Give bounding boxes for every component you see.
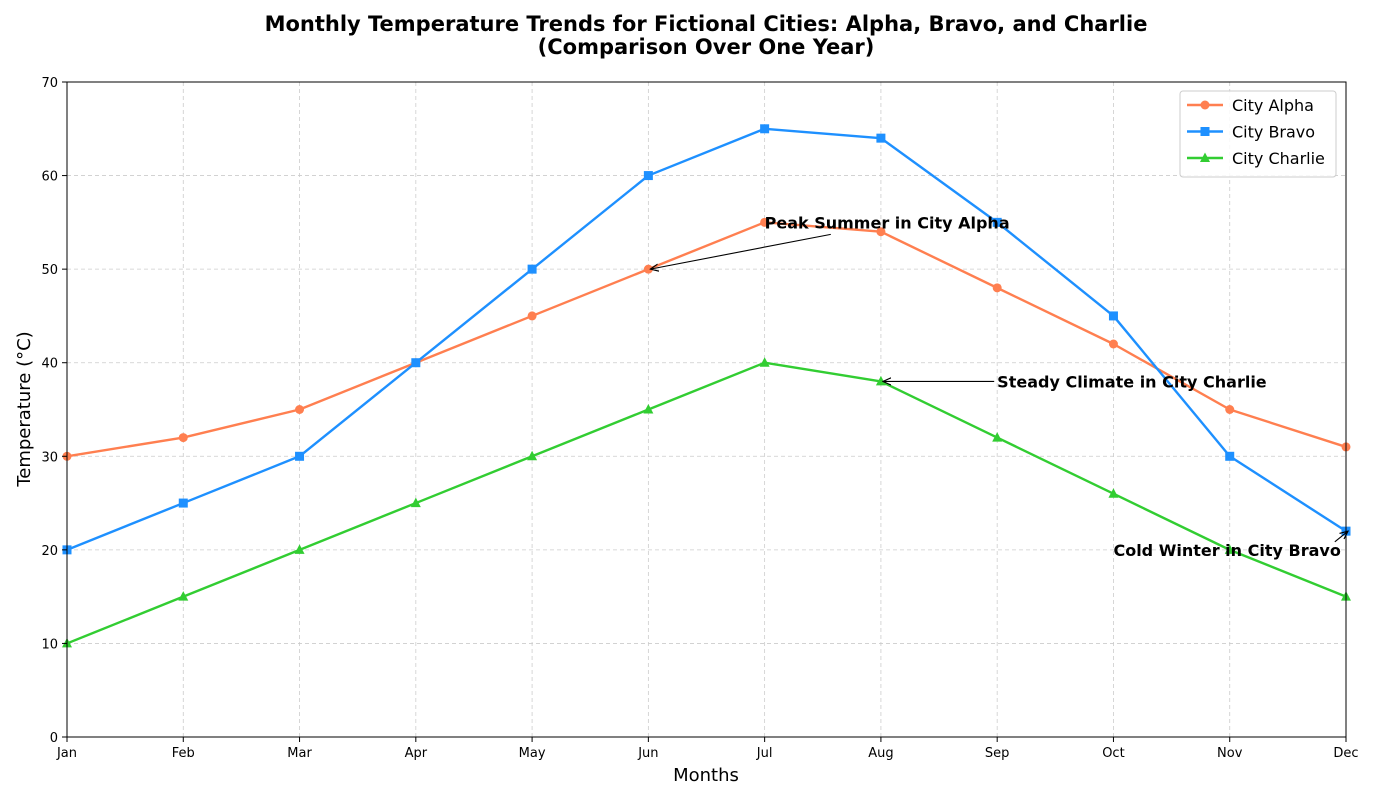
data-point-city-bravo [760,124,770,134]
x-tick-label: Mar [287,746,312,761]
data-point-city-alpha [876,227,886,237]
x-tick-label: May [519,746,546,761]
data-point-city-bravo [411,358,421,368]
data-point-city-bravo [178,498,188,508]
x-tick-label: Jun [637,746,658,761]
x-tick-label: Jul [756,746,773,761]
y-tick-label: 30 [41,450,58,465]
legend-item-city-bravo: City Bravo [1187,123,1315,142]
data-point-city-bravo [1225,451,1235,461]
annotation-text: Cold Winter in City Bravo [1113,541,1340,560]
data-point-city-alpha [527,311,537,321]
data-point-city-charlie [992,432,1003,442]
data-point-city-bravo [876,133,886,143]
legend-box [1179,90,1337,178]
x-tick-label: Jan [56,746,77,761]
series-city-bravo [62,124,1351,555]
series-city-alpha [62,217,1351,461]
legend-marker [1200,152,1210,162]
data-point-city-bravo [643,171,653,181]
y-tick-label: 60 [41,170,58,185]
series-line-city-bravo [66,127,1347,551]
data-point-city-charlie [1224,544,1235,554]
y-tick-label: 70 [41,76,58,91]
data-point-city-alpha [295,405,305,414]
data-point-city-bravo [527,264,537,274]
series-layer [62,124,1351,648]
data-point-city-alpha [1108,339,1118,349]
x-tick-label: Dec [1333,746,1358,761]
legend-label: City Bravo [1232,123,1315,142]
y-axis-label: Temperature (°C) [14,331,35,487]
axis-ticks: Jan Feb Mar Apr May Jun Jul Aug Sep Oct Nov Dec 0 10 2… [41,76,1358,761]
data-point-city-charlie [759,357,770,367]
x-tick-label: Nov [1217,746,1243,761]
annotation-arrow [650,233,831,269]
grid [66,81,1347,738]
data-point-city-charlie [527,450,538,461]
x-tick-label: Sep [985,746,1010,761]
legend-item-city-alpha: City Alpha [1187,96,1314,115]
y-tick-label: 20 [41,544,58,559]
data-point-city-bravo [295,451,305,461]
data-point-city-charlie [1108,488,1119,498]
annotation-text: Peak Summer in City Alpha [765,213,1010,232]
data-point-city-alpha [760,217,770,227]
annotation-text: Steady Climate in City Charlie [997,372,1267,391]
data-point-city-alpha [1225,405,1235,414]
data-point-city-alpha [992,283,1002,293]
legend-label: City Charlie [1232,149,1325,168]
series-city-charlie [62,357,1351,648]
series-line-city-alpha [66,221,1347,458]
x-tick-label: Aug [868,746,893,761]
chart-subtitle: (Comparison Over One Year) [538,35,875,59]
chart-title: Monthly Temperature Trends for Fictional… [265,12,1148,36]
legend-marker [1200,127,1210,136]
data-point-city-charlie [178,591,189,601]
data-point-city-alpha [178,433,188,443]
data-point-city-charlie [643,404,654,414]
y-tick-label: 40 [41,357,58,372]
y-tick-label: 10 [41,637,58,652]
legend: City Alpha City Bravo City Charlie [1179,90,1337,178]
x-tick-label: Feb [172,746,195,761]
legend-marker [1200,100,1210,110]
plot-frame [66,81,1347,738]
data-point-city-charlie [410,497,421,508]
data-point-city-charlie [294,544,305,554]
data-point-city-bravo [1108,311,1118,321]
x-axis-label: Months [673,765,739,786]
series-line-city-charlie [66,361,1347,645]
x-tick-label: Apr [405,746,428,761]
legend-item-city-charlie: City Charlie [1187,149,1325,168]
annotations: Peak Summer in City Alpha Steady Climate … [650,213,1348,560]
x-tick-label: Oct [1102,746,1124,761]
legend-label: City Alpha [1232,96,1314,115]
y-tick-label: 0 [50,731,58,746]
data-point-city-bravo [992,217,1002,227]
y-tick-label: 50 [41,263,58,278]
